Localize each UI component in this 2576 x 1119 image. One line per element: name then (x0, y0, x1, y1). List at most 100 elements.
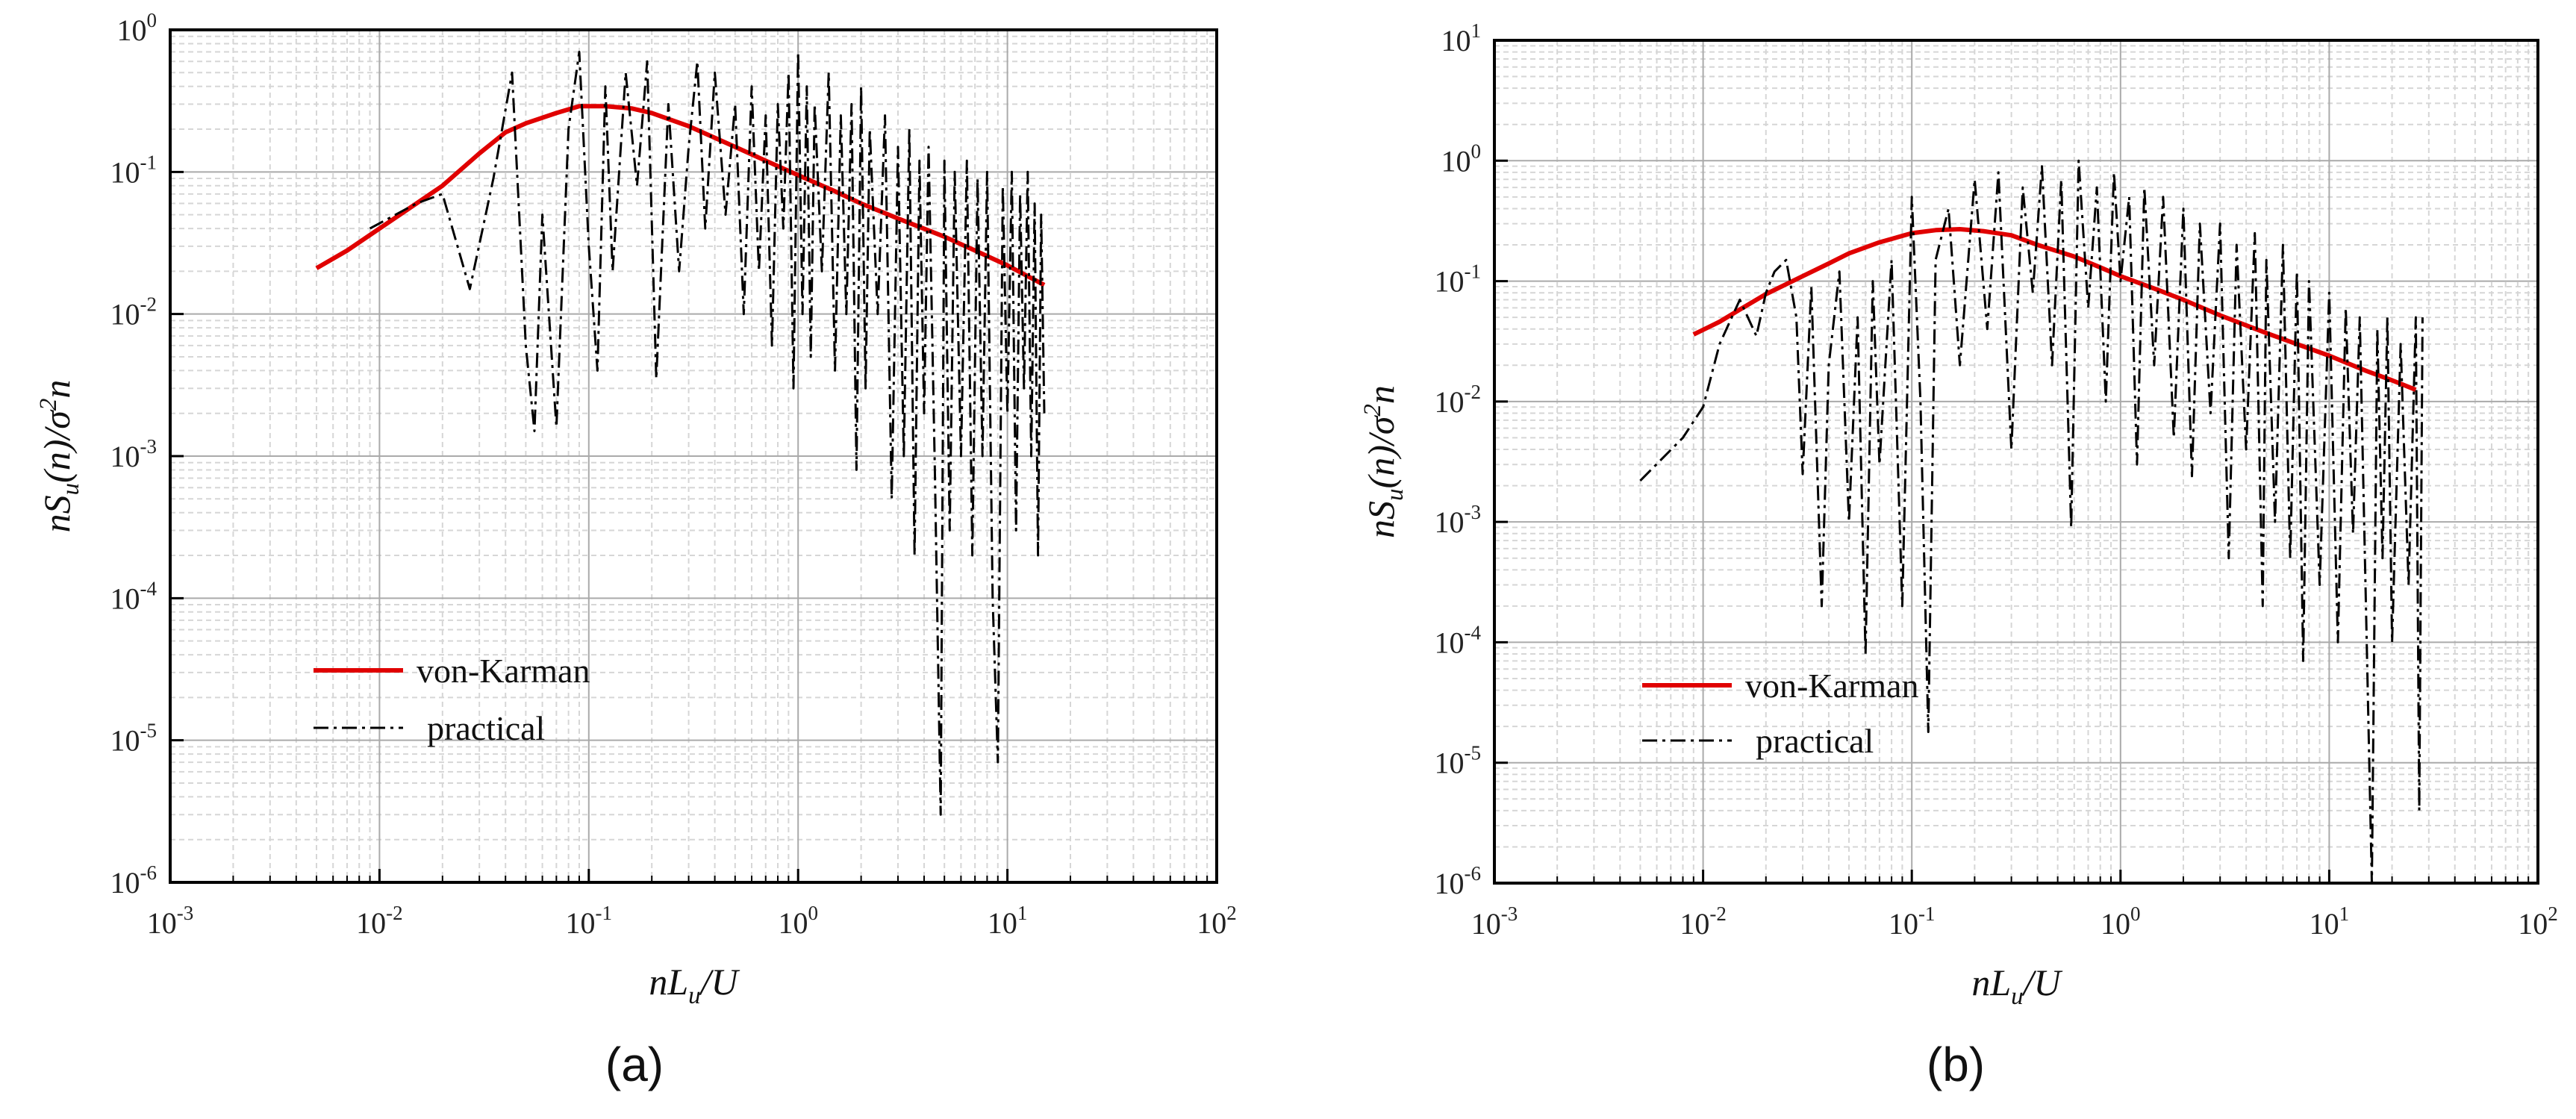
tick-exponent: -3 (1465, 501, 1482, 523)
tick-base: 10 (2310, 907, 2339, 941)
tick-exponent: -3 (177, 902, 194, 924)
tick-base: 10 (2518, 907, 2548, 941)
y-tick-label: 10-1 (1435, 261, 1482, 299)
plot-frame (169, 28, 1218, 884)
tick-base: 10 (1680, 907, 1709, 941)
y-axis-title-pre: nS (36, 495, 78, 532)
tick-exponent: -6 (1465, 862, 1482, 885)
x-tick-label: 10-2 (1680, 903, 1727, 941)
tick-base: 10 (110, 582, 140, 615)
legend-label-von-karman: von-Karman (417, 652, 590, 690)
x-tick-label: 10-3 (147, 902, 194, 940)
tick-exponent: -6 (140, 861, 158, 884)
tick-base: 10 (1441, 144, 1471, 178)
x-tick-label: 10-1 (1889, 903, 1936, 941)
legend-label-von-karman: von-Karman (1745, 667, 1918, 705)
legend: von-Karman practical (1642, 667, 1918, 760)
x-axis-title-sub: u (2011, 983, 2024, 1010)
tick-base: 10 (110, 866, 140, 900)
tick-exponent: 0 (2130, 903, 2141, 925)
x-axis-title: nLu/U (1971, 961, 2062, 1010)
tick-base: 10 (1471, 907, 1501, 941)
tick-base: 10 (110, 724, 140, 758)
tick-exponent: -3 (1501, 903, 1518, 925)
tick-base: 10 (988, 906, 1017, 940)
tick-exponent: -2 (386, 902, 403, 924)
x-tick-label: 101 (2310, 903, 2350, 941)
tick-exponent: -2 (140, 293, 158, 316)
y-tick-label: 100 (117, 9, 158, 47)
chart-panel-b: 10-3 10-2 10-1 100 101 10210-610-510-410-310-… (1359, 19, 2558, 1091)
tick-exponent: 0 (1471, 140, 1482, 162)
tick-exponent: -1 (1918, 903, 1936, 925)
y-axis-title: nSu(n)/σ2n (35, 380, 84, 533)
x-tick-label: 101 (988, 902, 1028, 940)
panel-label: (b) (1927, 1038, 1985, 1091)
tick-base: 10 (1435, 505, 1465, 539)
y-axis-title: nSu(n)/σ2n (1359, 385, 1409, 538)
tick-base: 10 (2101, 907, 2130, 941)
tick-exponent: 1 (2339, 903, 2350, 925)
tick-exponent: 1 (1471, 19, 1482, 42)
y-axis-title-mid: (n)/σ (36, 409, 78, 483)
y-tick-label: 10-5 (1435, 742, 1482, 780)
chart-panel-a: 10-3 10-2 10-1 100 101 10210-610-510-410-310-… (35, 9, 1237, 1091)
y-tick-label: 10-1 (110, 151, 158, 189)
x-axis-title-base: nL (649, 961, 688, 1003)
tick-exponent: 0 (808, 902, 818, 924)
tick-base: 10 (356, 906, 386, 940)
y-tick-label: 10-6 (1435, 862, 1482, 900)
tick-base: 10 (1435, 265, 1465, 299)
x-tick-label: 10-2 (356, 902, 403, 940)
tick-exponent: -3 (140, 435, 158, 458)
y-tick-label: 10-4 (1435, 621, 1482, 659)
x-axis-title-sub: u (688, 982, 701, 1009)
x-tick-label: 10-1 (566, 902, 613, 940)
tick-base: 10 (110, 440, 140, 473)
tick-exponent: -1 (140, 151, 158, 173)
tick-exponent: -2 (1465, 381, 1482, 403)
y-axis-title-sub: u (1382, 488, 1409, 501)
x-tick-label: 10-3 (1471, 903, 1518, 941)
tick-base: 10 (778, 906, 808, 940)
series-line-practical (369, 51, 1046, 816)
tick-exponent: -4 (1465, 621, 1482, 643)
x-axis-title-tail: /U (2021, 961, 2063, 1003)
series-line-practical (1639, 159, 2424, 885)
tick-exponent: 1 (1017, 902, 1028, 924)
legend-label-practical: practical (427, 709, 545, 747)
tick-base: 10 (566, 906, 596, 940)
y-axis-title-tail: n (36, 380, 78, 399)
tick-base: 10 (1435, 626, 1465, 659)
tick-exponent: 2 (1226, 902, 1237, 924)
legend-label-practical: practical (1756, 722, 1874, 760)
y-axis-title-sub: u (57, 483, 84, 496)
x-tick-label: 102 (1197, 902, 1237, 940)
y-axis-title-mid: (n)/σ (1360, 414, 1402, 488)
tick-exponent: -4 (140, 577, 158, 599)
y-tick-label: 10-2 (110, 293, 158, 331)
tick-base: 10 (1435, 867, 1465, 900)
x-axis-title-base: nL (1971, 961, 2011, 1003)
y-axis-title-sup: 2 (35, 399, 62, 411)
x-axis-title: nLu/U (649, 961, 740, 1009)
y-tick-label: 101 (1441, 19, 1482, 57)
y-axis-title-pre: nS (1360, 501, 1402, 538)
y-tick-label: 100 (1441, 140, 1482, 178)
tick-base: 10 (147, 906, 177, 940)
y-tick-label: 10-5 (110, 720, 158, 758)
y-tick-label: 10-6 (110, 861, 158, 900)
x-axis-title-tail: /U (699, 961, 740, 1003)
tick-base: 10 (1197, 906, 1226, 940)
legend: von-Karman practical (314, 652, 590, 747)
y-tick-label: 10-4 (110, 577, 158, 615)
tick-exponent: -1 (1465, 261, 1482, 283)
tick-base: 10 (110, 155, 140, 189)
tick-exponent: 2 (2548, 903, 2558, 925)
tick-exponent: -5 (140, 720, 158, 742)
series-line-von-karman (315, 104, 1046, 287)
y-axis-title-tail: n (1360, 385, 1402, 404)
tick-exponent: -2 (1709, 903, 1727, 925)
tick-base: 10 (1435, 385, 1465, 419)
